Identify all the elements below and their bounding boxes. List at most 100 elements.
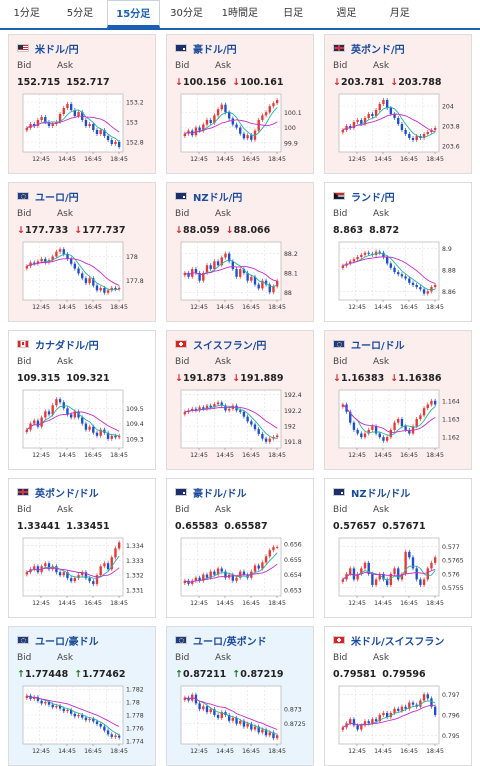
ma-long-line (184, 265, 278, 282)
candlestick-chart[interactable]: 192.4 192.2 192 191.8 12:45 14:45 16:45 18:45 (177, 388, 307, 466)
candle (393, 422, 396, 430)
tab-1[interactable]: 1分足 (13, 8, 40, 19)
candle (66, 104, 69, 108)
x-tick-label: 16:45 (400, 600, 418, 607)
candlestick-chart[interactable]: 100.1 100 99.9 12:45 14:45 16:45 18:45 (177, 92, 307, 170)
rate-card[interactable]: ユーロ/ドル Bid Ask ↓ 1.16383 ↓ 1.16386 1.164 1.… (324, 330, 472, 470)
candlestick-chart[interactable]: 0.656 0.655 0.654 0.653 12:45 14:45 16:45 18:45 (177, 536, 307, 614)
ask-value: 0.57671 (382, 521, 426, 532)
candlestick-chart[interactable]: 204 203.8 203.6 12:45 14:45 16:45 18:45 (335, 92, 465, 170)
uk-flag-icon (17, 488, 29, 496)
candle (426, 132, 429, 134)
tab-6[interactable]: 日足 (283, 8, 304, 19)
candle (69, 709, 73, 714)
currency-pair-link[interactable]: ユーロ/ドル (351, 340, 405, 352)
rate-card[interactable]: 英ポンド/ドル Bid Ask 1.33441 1.33451 1.334 1.3… (8, 478, 156, 618)
candle (404, 426, 407, 430)
card-title: 米ドル/スイスフラン (333, 632, 444, 648)
currency-pair-link[interactable]: 英ポンド/ドル (35, 488, 99, 500)
tab-2[interactable]: 5分足 (66, 8, 94, 19)
currency-pair-link[interactable]: ユーロ/円 (35, 192, 79, 204)
candle (374, 579, 378, 585)
rate-card[interactable]: ユーロ/英ポンド Bid Ask ↑ 0.87211 ↑ 0.87219 0.873… (166, 626, 314, 766)
x-tick-label: 14:45 (216, 600, 234, 607)
candle (430, 400, 433, 405)
currency-pair-link[interactable]: 豪ドル/ドル (193, 488, 247, 500)
price-values: 0.65583 0.65587 (175, 521, 274, 532)
currency-pair-link[interactable]: 米ドル/円 (35, 44, 79, 56)
candlestick-chart[interactable]: 8.9 8.88 8.86 12:45 14:45 16:45 18:45 (335, 240, 465, 318)
candle (385, 100, 389, 108)
candle (411, 282, 415, 285)
candlestick-chart[interactable]: 88.2 88.1 88 12:45 14:45 16:45 18:45 (177, 240, 307, 318)
price-values: ↓ 88.059 ↓ 88.066 (175, 225, 276, 236)
rate-card[interactable]: 英ポンド/円 Bid Ask ↓ 203.781 ↓ 203.788 204 203.… (324, 34, 472, 174)
candle (202, 407, 205, 409)
candle (103, 130, 106, 136)
candle (382, 100, 385, 104)
tab-3[interactable]: 15分足 (106, 0, 160, 28)
currency-pair-link[interactable]: スイスフラン/円 (193, 340, 267, 352)
y-tick-label: 88.2 (284, 251, 298, 258)
currency-pair-link[interactable]: 豪ドル/円 (193, 44, 237, 56)
candlestick-chart[interactable]: 1.334 1.333 1.332 1.331 12:45 14:45 16:45 18:45 (19, 536, 149, 614)
currency-pair-link[interactable]: カナダドル/円 (35, 340, 99, 352)
currency-pair-link[interactable]: 米ドル/スイスフラン (351, 636, 445, 648)
candlestick-chart[interactable]: 1.782 1.78 1.778 1.776 1.774 12:45 14:45 16:45 1… (19, 684, 149, 762)
candle (235, 124, 238, 128)
rate-card[interactable]: NZドル/ドル Bid Ask 0.57657 0.57671 0.577 0.5… (324, 478, 472, 618)
card-title: ユーロ/英ポンド (175, 632, 267, 648)
candle (268, 284, 271, 293)
candle (110, 557, 113, 570)
candlestick-chart[interactable]: 0.873 0.8725 12:45 14:45 16:45 18:45 (177, 684, 307, 762)
candle (404, 130, 407, 134)
rate-card[interactable]: NZドル/円 Bid Ask ↓ 88.059 ↓ 88.066 88.2 88.1 8… (166, 182, 314, 322)
currency-pair-link[interactable]: 英ポンド/円 (351, 44, 405, 56)
currency-pair-link[interactable]: ユーロ/英ポンド (193, 636, 267, 648)
currency-pair-link[interactable]: ユーロ/豪ドル (35, 636, 99, 648)
rate-card[interactable]: 豪ドル/ドル Bid Ask 0.65583 0.65587 0.656 0.65… (166, 478, 314, 618)
candle (239, 571, 242, 578)
candlestick-chart[interactable]: 109.5 109.4 109.3 12:45 14:45 16:45 18:45 (19, 388, 149, 466)
uk-flag-icon (333, 44, 345, 52)
y-tick-label: 192.2 (284, 408, 302, 415)
candle (404, 706, 407, 709)
currency-pair-link[interactable]: ランド/円 (351, 192, 395, 204)
candlestick-chart[interactable]: 1.164 1.163 1.162 12:45 14:45 16:45 18:45 (335, 388, 465, 466)
rate-card[interactable]: ユーロ/円 Bid Ask ↓ 177.733 ↓ 177.737 178 177.8… (8, 182, 156, 322)
rate-card[interactable]: 米ドル/スイスフラン Bid Ask 0.79581 0.79596 0.797… (324, 626, 472, 766)
rate-card[interactable]: カナダドル/円 Bid Ask 109.315 109.321 109.5 109… (8, 330, 156, 470)
candle (117, 435, 121, 438)
candle (268, 438, 271, 442)
x-tick-label: 16:45 (242, 156, 260, 163)
candlestick-chart[interactable]: 0.797 0.796 0.795 12:45 14:45 16:45 18:45 (335, 684, 465, 762)
ask-label: Ask (373, 209, 390, 219)
currency-pair-link[interactable]: NZドル/円 (193, 192, 243, 204)
tab-5[interactable]: 1時間足 (221, 8, 259, 19)
candlestick-chart[interactable]: 178 177.8 12:45 14:45 16:45 18:45 (19, 240, 149, 318)
y-tick-label: 1.162 (442, 435, 460, 442)
rate-card[interactable]: ランド/円 Bid Ask 8.863 8.872 8.9 8.88 8.86 12:… (324, 182, 472, 322)
y-tick-label: 0.653 (284, 587, 302, 594)
candle (374, 110, 378, 116)
candle (419, 579, 422, 585)
candle (51, 405, 54, 415)
tab-8[interactable]: 月足 (389, 8, 410, 19)
candle (202, 272, 205, 281)
candle (360, 568, 363, 574)
candle (40, 117, 43, 120)
currency-pair-link[interactable]: NZドル/ドル (351, 488, 411, 500)
candle (235, 717, 238, 724)
tab-4[interactable]: 30分足 (170, 8, 203, 19)
candlestick-chart[interactable]: 0.577 0.5765 0.576 0.5755 12:45 14:45 16:45 18:… (335, 536, 465, 614)
x-tick-label: 14:45 (216, 156, 234, 163)
ma-short-line (342, 404, 436, 437)
rate-card[interactable]: 米ドル/円 Bid Ask 152.715 152.717 153.2 153 15… (8, 34, 156, 174)
x-tick-label: 12:45 (190, 452, 208, 459)
rate-card[interactable]: スイスフラン/円 Bid Ask ↓ 191.873 ↓ 191.889 192.4… (166, 330, 314, 470)
rate-card[interactable]: ユーロ/豪ドル Bid Ask ↑ 1.77448 ↑ 1.77462 1.782 1… (8, 626, 156, 766)
rate-card[interactable]: 豪ドル/円 Bid Ask ↓ 100.156 ↓ 100.161 100.1 100… (166, 34, 314, 174)
tab-7[interactable]: 週足 (336, 8, 357, 19)
ask-value: 1.77462 (82, 669, 126, 680)
candlestick-chart[interactable]: 153.2 153 152.8 12:45 14:45 16:45 18:45 (19, 92, 149, 170)
